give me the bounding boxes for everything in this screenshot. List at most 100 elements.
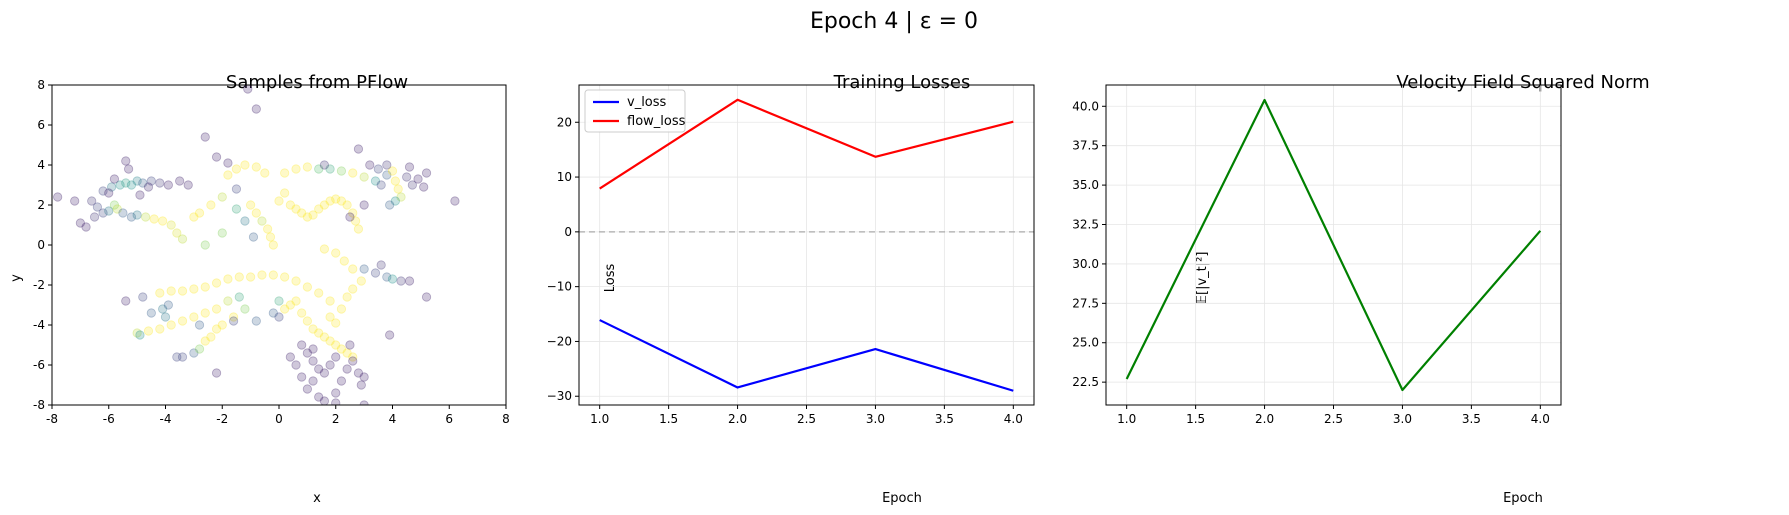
scatter-point xyxy=(359,200,369,210)
scatter-point xyxy=(217,192,227,202)
scatter-point xyxy=(285,352,295,362)
scatter-point xyxy=(158,216,168,226)
scatter-point xyxy=(231,164,242,174)
scatter-point xyxy=(211,304,222,314)
x-tick-label: 2.5 xyxy=(1324,412,1343,426)
scatter-point xyxy=(163,180,173,190)
x-tick-label: 8 xyxy=(502,412,510,426)
scatter-point xyxy=(132,328,142,338)
scatter-title: Samples from PFlow xyxy=(226,72,408,93)
scatter-point xyxy=(402,172,412,182)
scatter-point xyxy=(53,192,63,202)
scatter-point xyxy=(189,284,199,294)
scatter-point xyxy=(121,296,131,306)
scatter-point xyxy=(251,104,261,114)
scatter-point xyxy=(257,270,267,280)
scatter-point xyxy=(132,210,142,220)
scatter-point xyxy=(331,388,341,398)
scatter-point xyxy=(189,312,199,322)
scatter-point xyxy=(75,218,85,228)
y-tick-label: 32.5 xyxy=(1072,218,1099,232)
y-tick-label: −20 xyxy=(547,334,572,348)
y-tick-label: −10 xyxy=(547,280,572,294)
axes-frame xyxy=(51,84,507,406)
x-tick-label: -2 xyxy=(216,412,228,426)
scatter-point xyxy=(124,164,134,174)
scatter-point xyxy=(331,248,341,258)
x-tick-label: 3.0 xyxy=(866,412,885,426)
scatter-point xyxy=(104,206,114,216)
scatter-point xyxy=(314,392,324,402)
scatter-point xyxy=(325,336,335,346)
y-tick-label: −30 xyxy=(547,389,572,403)
scatter-point xyxy=(342,364,352,374)
scatter-point xyxy=(280,304,290,314)
scatter-point xyxy=(229,312,239,322)
y-tick-label: 0 xyxy=(37,238,45,252)
series-line-series-0 xyxy=(1125,98,1542,392)
scatter-point xyxy=(291,204,301,214)
legend: v_loss flow_loss xyxy=(584,89,686,133)
scatter-point xyxy=(135,330,145,340)
x-tick-label: 4.0 xyxy=(1004,412,1023,426)
x-tick-label: 2.5 xyxy=(797,412,816,426)
scatter-point xyxy=(348,208,358,218)
scatter-point xyxy=(87,196,97,206)
scatter-point xyxy=(291,296,301,306)
scatter-point xyxy=(177,234,188,244)
scatter-point xyxy=(189,212,199,222)
scatter-point xyxy=(353,144,364,154)
scatter-point xyxy=(297,340,307,350)
scatter-point xyxy=(336,196,347,206)
scatter-point xyxy=(246,200,256,210)
scatter-point xyxy=(200,308,210,318)
scatter-point xyxy=(331,398,341,405)
x-tick-label: 1.5 xyxy=(1186,412,1205,426)
scatter-point xyxy=(109,200,120,210)
scatter-point xyxy=(297,208,307,218)
scatter-point xyxy=(331,352,341,362)
plot-area xyxy=(1125,98,1542,392)
scatter-point xyxy=(339,256,349,266)
scatter-point xyxy=(146,176,156,186)
scatter-point xyxy=(336,304,347,314)
legend-entry: v_loss xyxy=(627,95,667,110)
x-tick-label: 2.0 xyxy=(728,412,747,426)
losses-title: Training Losses xyxy=(833,72,971,93)
scatter-point xyxy=(356,380,366,390)
scatter-point xyxy=(243,85,253,94)
scatter-point xyxy=(308,324,318,334)
scatter-point xyxy=(297,372,307,382)
scatter-point xyxy=(342,348,352,358)
scatter-point xyxy=(353,224,364,234)
scatter-point xyxy=(251,316,261,326)
scatter-point xyxy=(314,288,324,298)
scatter-point xyxy=(246,272,256,282)
scatter-point xyxy=(251,162,261,172)
x-tick-label: 4 xyxy=(389,412,397,426)
scatter-point xyxy=(121,178,131,188)
scatter-point xyxy=(404,276,415,286)
figure-title: Epoch 4 | ε = 0 xyxy=(810,9,978,34)
scatter-point xyxy=(356,276,366,286)
scatter-point xyxy=(382,170,392,180)
scatter-point xyxy=(274,296,284,306)
y-tick-label: -8 xyxy=(33,398,45,412)
scatter-point xyxy=(393,184,403,194)
scatter-point xyxy=(302,212,312,222)
y-tick-label: 8 xyxy=(37,78,45,92)
scatter-point xyxy=(260,168,270,178)
scatter-point xyxy=(104,188,114,198)
scatter-point xyxy=(390,196,400,206)
scatter-point xyxy=(240,304,250,314)
scatter-point xyxy=(297,308,307,318)
scatter-point xyxy=(319,200,329,210)
scatter-point xyxy=(223,170,233,180)
scatter-point xyxy=(263,224,273,234)
scatter-point xyxy=(98,186,108,196)
y-tick-label: 40.0 xyxy=(1072,99,1099,113)
scatter-point xyxy=(314,328,324,338)
scatter-point xyxy=(345,212,355,222)
scatter-point xyxy=(143,326,154,336)
